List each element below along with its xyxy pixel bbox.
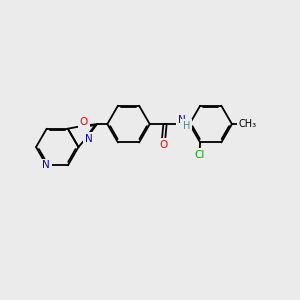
Text: H: H: [183, 121, 190, 130]
Text: O: O: [159, 140, 168, 150]
Text: O: O: [80, 117, 88, 127]
Text: CH₃: CH₃: [238, 119, 256, 129]
Text: N: N: [178, 115, 186, 125]
Text: N: N: [85, 134, 93, 144]
Text: Cl: Cl: [194, 150, 205, 160]
Text: N: N: [43, 160, 50, 170]
